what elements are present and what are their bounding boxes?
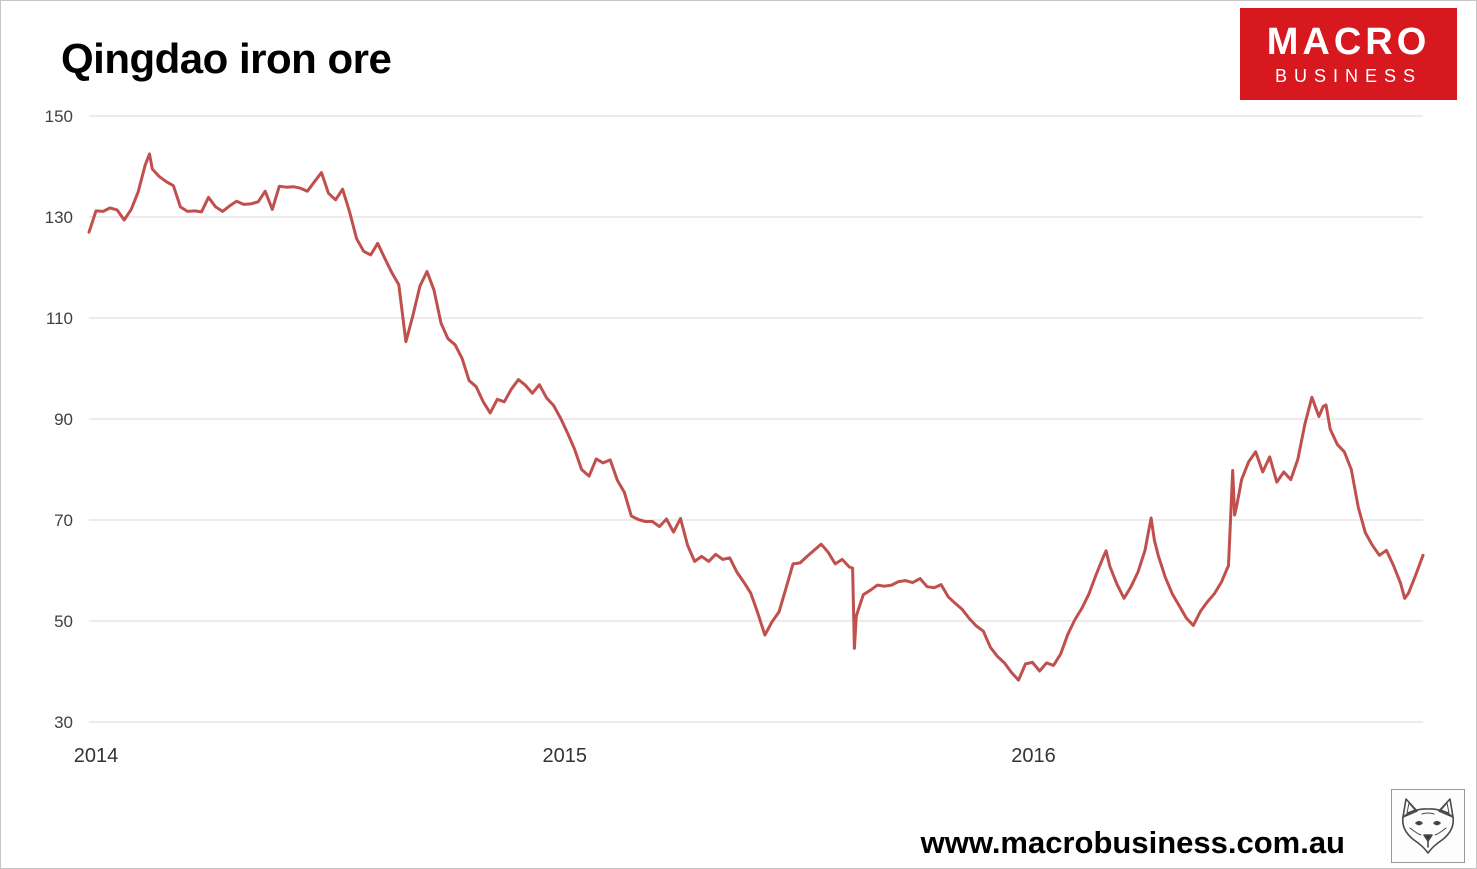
x-axis-tick-label: 2016 <box>1011 745 1056 767</box>
y-axis-tick-label: 130 <box>45 208 73 227</box>
fox-logo-box <box>1391 789 1465 863</box>
fox-sketch-icon <box>1401 798 1455 854</box>
logo-text-business: BUSINESS <box>1274 66 1423 86</box>
y-axis-tick-label: 30 <box>54 713 73 732</box>
y-axis-tick-label: 70 <box>54 511 73 530</box>
y-axis-tick-label: 90 <box>54 410 73 429</box>
chart-title: Qingdao iron ore <box>61 35 392 82</box>
logo-text-macro: MACRO <box>1266 21 1431 63</box>
y-axis-tick-label: 150 <box>45 107 73 126</box>
x-axis-tick-label: 2014 <box>74 745 119 767</box>
site-url-text: www.macrobusiness.com.au <box>920 825 1345 860</box>
y-axis-tick-label: 110 <box>46 309 73 328</box>
price-line-series <box>87 152 1425 682</box>
x-axis-tick-label: 2015 <box>543 745 588 767</box>
y-axis-tick-label: 50 <box>54 612 73 631</box>
macrobusiness-logo: MACRO BUSINESS <box>1240 8 1457 100</box>
